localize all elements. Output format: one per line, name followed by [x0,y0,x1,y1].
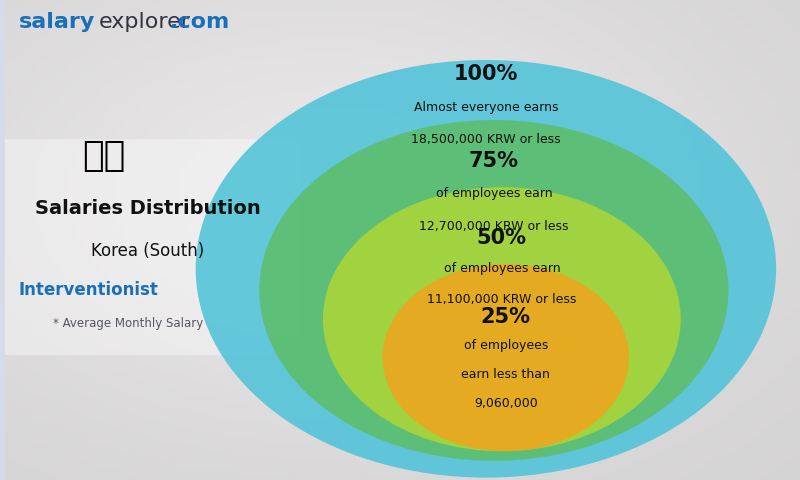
Ellipse shape [323,187,681,451]
Ellipse shape [196,60,776,478]
FancyBboxPatch shape [1,139,299,355]
Text: of employees: of employees [464,339,548,352]
Text: 12,700,000 KRW or less: 12,700,000 KRW or less [419,219,569,233]
Text: of employees earn: of employees earn [435,187,552,200]
Text: 11,100,000 KRW or less: 11,100,000 KRW or less [427,293,577,307]
Text: .com: .com [170,12,230,32]
Text: salary: salary [19,12,95,32]
Text: of employees earn: of employees earn [443,262,560,276]
Text: 75%: 75% [469,151,519,171]
Text: Salaries Distribution: Salaries Distribution [35,199,261,218]
Ellipse shape [382,264,629,451]
Text: 100%: 100% [454,64,518,84]
Text: Interventionist: Interventionist [18,281,158,300]
Text: explorer: explorer [98,12,190,32]
Text: 25%: 25% [481,307,530,327]
Text: earn less than: earn less than [462,368,550,381]
Text: Almost everyone earns: Almost everyone earns [414,100,558,114]
Text: 9,060,000: 9,060,000 [474,396,538,410]
Ellipse shape [259,120,729,461]
Text: * Average Monthly Salary: * Average Monthly Salary [53,317,203,331]
Text: Korea (South): Korea (South) [91,241,205,260]
Text: 18,500,000 KRW or less: 18,500,000 KRW or less [411,133,561,146]
Text: 🇰🇷: 🇰🇷 [82,139,126,173]
Text: 50%: 50% [477,228,527,248]
